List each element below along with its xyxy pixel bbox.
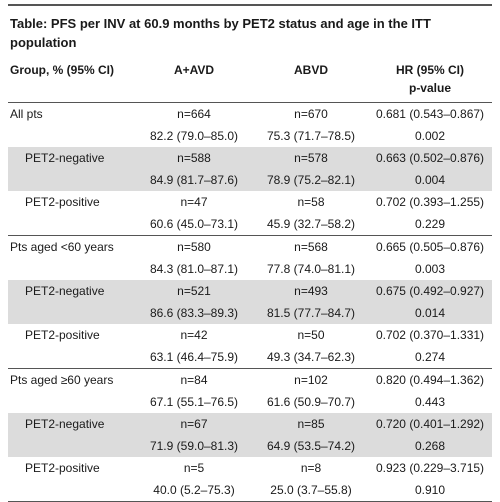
- row-label: Pts aged <60 years: [8, 235, 134, 258]
- table-row: PET2-negative n=67 n=85 0.720 (0.401–1.2…: [8, 413, 492, 435]
- table-row: 63.1 (46.4–75.9) 49.3 (34.7–62.3) 0.274: [8, 346, 492, 369]
- p-value: 0.910: [368, 479, 492, 502]
- p-value: 0.003: [414, 262, 446, 276]
- aavd-n: n=42: [180, 328, 208, 342]
- table-row: All pts n=664 n=670 0.681 (0.543–0.867): [8, 102, 492, 125]
- row-label: Pts aged ≥60 years: [8, 368, 134, 391]
- row-label: PET2-negative: [8, 413, 134, 435]
- aavd-pct: 84.9 (81.7–87.6): [134, 169, 254, 191]
- header-hr: HR (95% CI) p-value: [368, 58, 492, 103]
- row-label: PET2-negative: [8, 147, 134, 169]
- p-value: 0.268: [368, 435, 492, 457]
- table-row: Pts aged ≥60 years n=84 n=102 0.820 (0.4…: [8, 368, 492, 391]
- header-aavd: A+AVD: [134, 58, 254, 103]
- hr-value: 0.820 (0.494–1.362): [368, 368, 492, 391]
- aavd-pct: 71.9 (59.0–81.3): [134, 435, 254, 457]
- header-abvd: ABVD: [254, 58, 368, 103]
- abvd-pct: 64.9 (53.5–74.2): [254, 435, 368, 457]
- abvd-n: n=58: [297, 195, 325, 209]
- row-label: All pts: [8, 102, 134, 125]
- hr-value: 0.923 (0.229–3.715): [375, 461, 485, 475]
- table-row: 71.9 (59.0–81.3) 64.9 (53.5–74.2) 0.268: [8, 435, 492, 457]
- abvd-pct: 77.8 (74.0–81.1): [266, 262, 356, 276]
- p-value: 0.274: [414, 350, 446, 364]
- p-value: 0.002: [414, 129, 446, 143]
- p-value: 0.004: [368, 169, 492, 191]
- header-hr-line1: HR (95% CI): [395, 63, 464, 77]
- hr-value: 0.702 (0.393–1.255): [375, 195, 485, 209]
- header-group: Group, % (95% CI): [8, 58, 134, 103]
- hr-value: 0.663 (0.502–0.876): [368, 147, 492, 169]
- abvd-n: n=493: [254, 280, 368, 302]
- abvd-n: n=50: [297, 328, 325, 342]
- abvd-pct: 78.9 (75.2–82.1): [254, 169, 368, 191]
- table-row: PET2-negative n=588 n=578 0.663 (0.502–0…: [8, 147, 492, 169]
- table-row: 84.3 (81.0–87.1) 77.8 (74.0–81.1) 0.003: [8, 258, 492, 280]
- abvd-n: n=670: [254, 102, 368, 125]
- abvd-pct: 75.3 (71.7–78.5): [266, 129, 356, 143]
- abvd-n: n=568: [254, 235, 368, 258]
- aavd-n: n=84: [134, 368, 254, 391]
- aavd-pct: 67.1 (55.1–76.5): [149, 395, 239, 409]
- table-title: Table: PFS per INV at 60.9 months by PET…: [10, 16, 431, 50]
- hr-value: 0.720 (0.401–1.292): [368, 413, 492, 435]
- row-label: PET2-positive: [25, 461, 100, 475]
- abvd-n: n=102: [254, 368, 368, 391]
- hr-value: 0.675 (0.492–0.927): [368, 280, 492, 302]
- hr-value: 0.702 (0.370–1.331): [375, 328, 485, 342]
- table-row: PET2-positive n=5 n=8 0.923 (0.229–3.715…: [8, 457, 492, 479]
- p-value: 0.229: [414, 217, 446, 231]
- abvd-n: n=578: [254, 147, 368, 169]
- aavd-pct: 63.1 (46.4–75.9): [149, 350, 239, 364]
- hr-value: 0.665 (0.505–0.876): [368, 235, 492, 258]
- aavd-pct: 86.6 (83.3–89.3): [134, 302, 254, 324]
- abvd-pct: 49.3 (34.7–62.3): [266, 350, 356, 364]
- aavd-n: n=588: [134, 147, 254, 169]
- row-label: PET2-positive: [25, 195, 100, 209]
- aavd-pct: 60.6 (45.0–73.1): [149, 217, 239, 231]
- row-label: PET2-negative: [8, 280, 134, 302]
- table-row: Pts aged <60 years n=580 n=568 0.665 (0.…: [8, 235, 492, 258]
- abvd-pct: 45.9 (32.7–58.2): [266, 217, 356, 231]
- results-table: Group, % (95% CI) A+AVD ABVD HR (95% CI)…: [8, 58, 492, 502]
- table-row: 86.6 (83.3–89.3) 81.5 (77.7–84.7) 0.014: [8, 302, 492, 324]
- table-row: 40.0 (5.2–75.3) 25.0 (3.7–55.8) 0.910: [8, 479, 492, 502]
- header-row: Group, % (95% CI) A+AVD ABVD HR (95% CI)…: [8, 58, 492, 103]
- header-hr-line2: p-value: [408, 81, 451, 95]
- p-value: 0.014: [368, 302, 492, 324]
- table-container: Table: PFS per INV at 60.9 months by PET…: [8, 4, 492, 502]
- aavd-pct: 82.2 (79.0–85.0): [149, 129, 239, 143]
- abvd-pct: 81.5 (77.7–84.7): [254, 302, 368, 324]
- table-row: PET2-positive n=42 n=50 0.702 (0.370–1.3…: [8, 324, 492, 346]
- aavd-pct: 40.0 (5.2–75.3): [134, 479, 254, 502]
- aavd-n: n=47: [180, 195, 208, 209]
- abvd-n: n=8: [300, 461, 322, 475]
- table-row: PET2-positive n=47 n=58 0.702 (0.393–1.2…: [8, 191, 492, 213]
- table-row: PET2-negative n=521 n=493 0.675 (0.492–0…: [8, 280, 492, 302]
- abvd-pct: 61.6 (50.9–70.7): [266, 395, 356, 409]
- aavd-n: n=521: [134, 280, 254, 302]
- row-label: PET2-positive: [25, 328, 100, 342]
- table-row: 67.1 (55.1–76.5) 61.6 (50.9–70.7) 0.443: [8, 391, 492, 413]
- hr-value: 0.681 (0.543–0.867): [368, 102, 492, 125]
- table-row: 84.9 (81.7–87.6) 78.9 (75.2–82.1) 0.004: [8, 169, 492, 191]
- table-row: 60.6 (45.0–73.1) 45.9 (32.7–58.2) 0.229: [8, 213, 492, 236]
- aavd-n: n=580: [134, 235, 254, 258]
- aavd-n: n=5: [183, 461, 205, 475]
- aavd-n: n=67: [134, 413, 254, 435]
- abvd-n: n=85: [254, 413, 368, 435]
- table-row: 82.2 (79.0–85.0) 75.3 (71.7–78.5) 0.002: [8, 125, 492, 147]
- aavd-n: n=664: [134, 102, 254, 125]
- aavd-pct: 84.3 (81.0–87.1): [149, 262, 239, 276]
- abvd-pct: 25.0 (3.7–55.8): [254, 479, 368, 502]
- p-value: 0.443: [414, 395, 446, 409]
